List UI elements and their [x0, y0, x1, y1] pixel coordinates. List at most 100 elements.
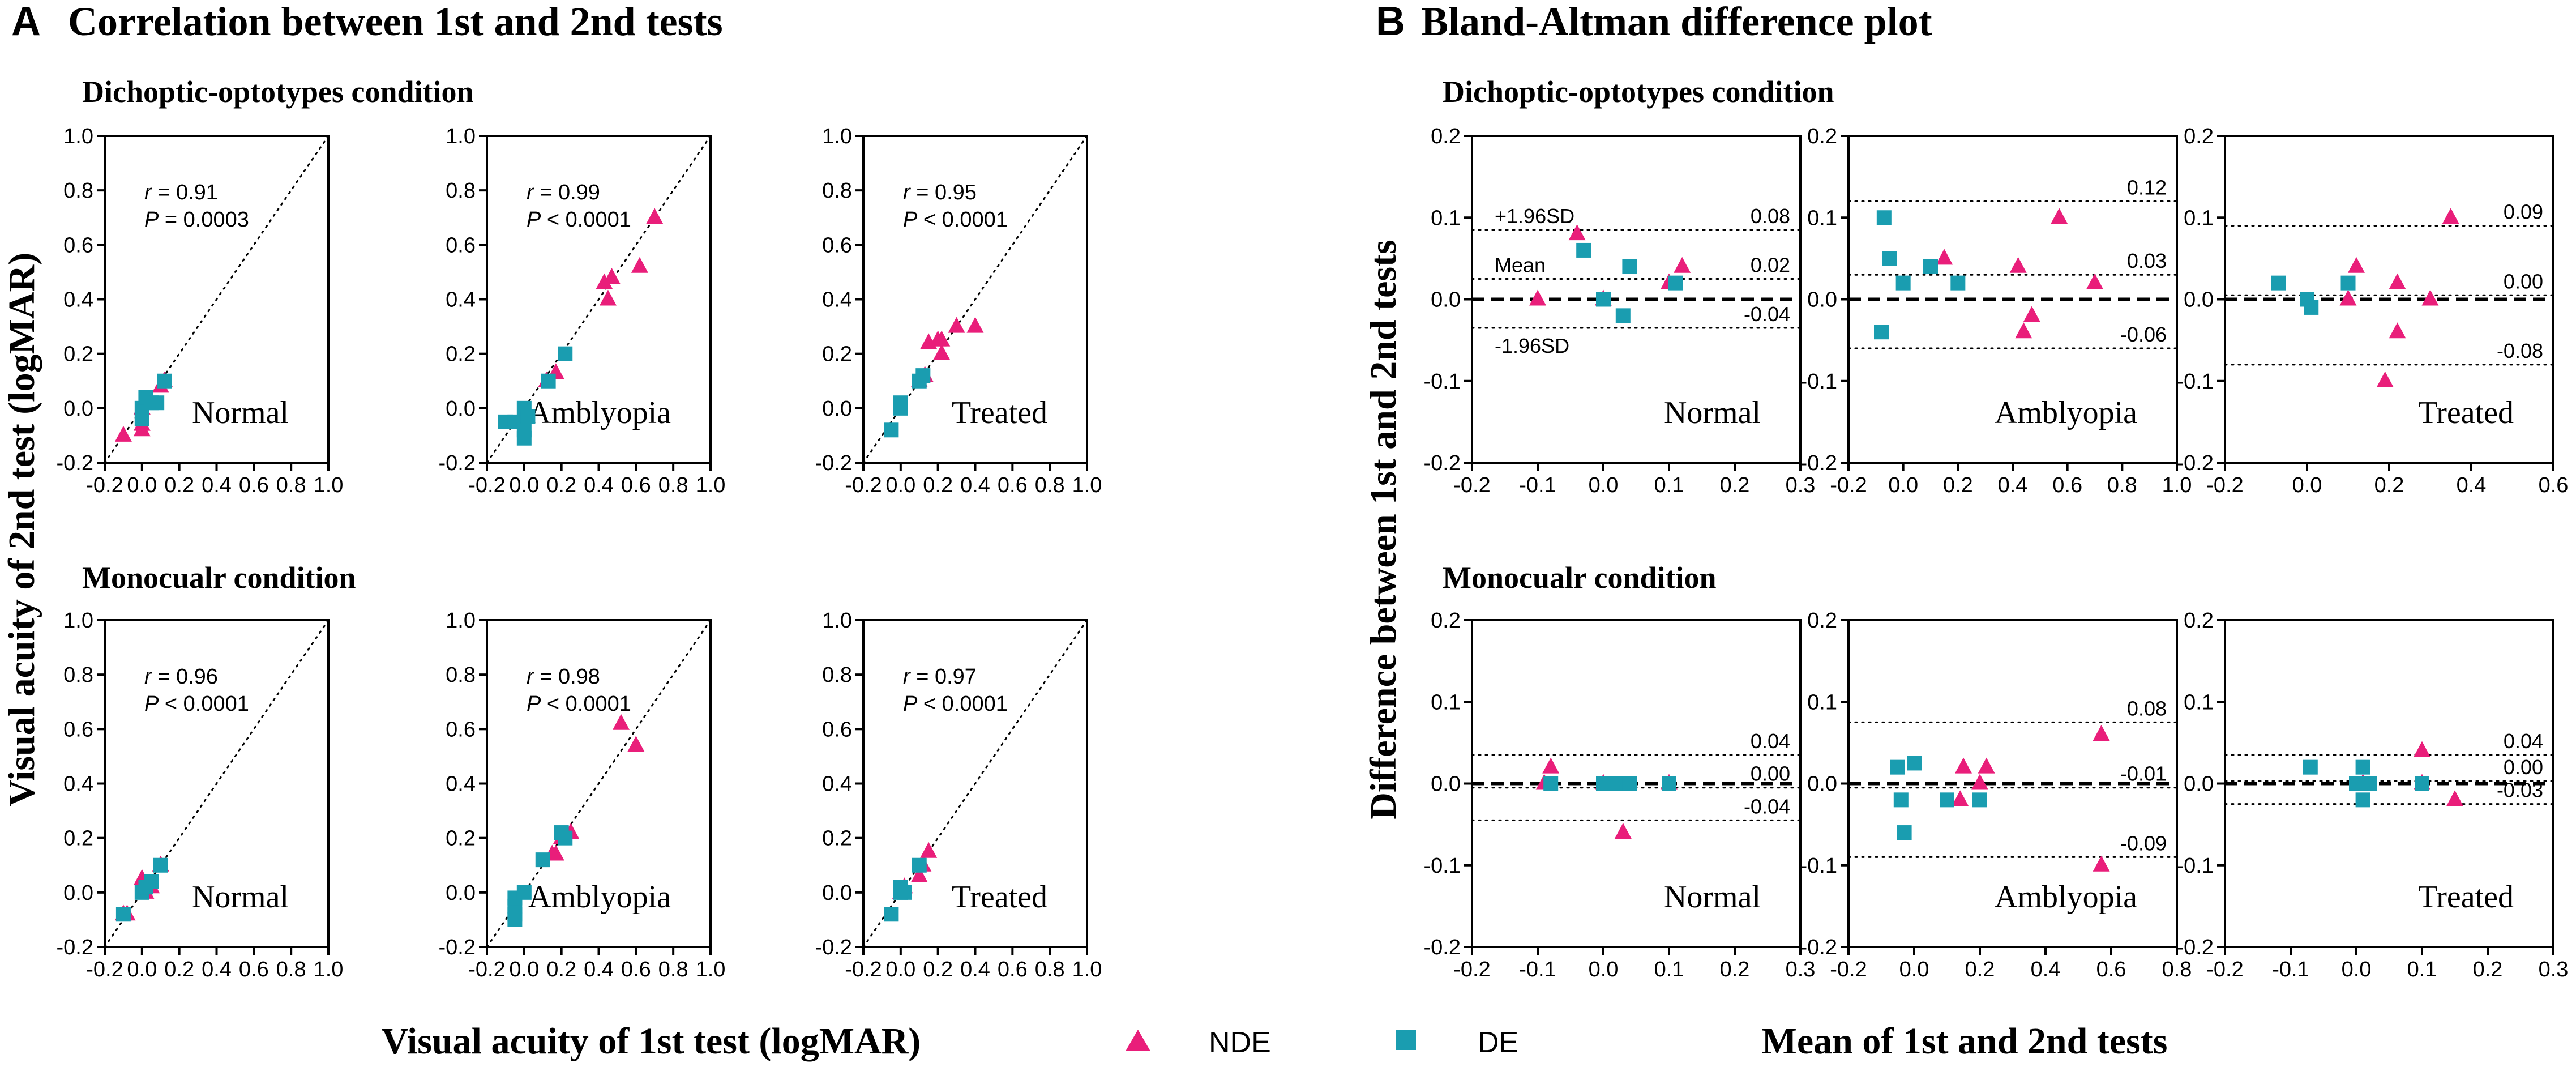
y-tick-label: 0.0 [446, 881, 476, 905]
nde-point [596, 273, 613, 289]
y-tick-label: 0.0 [1807, 288, 1837, 312]
x-tick-label: 0.3 [1786, 958, 1816, 981]
nde-point [2376, 371, 2394, 387]
reference-line-label: 0.08 [2127, 697, 2167, 720]
stat-r: r = 0.99 [527, 181, 600, 204]
y-tick-label: -0.2 [2177, 451, 2214, 475]
x-tick-label: 0.0 [127, 473, 157, 497]
reference-line-label: 0.03 [2127, 249, 2167, 272]
reference-line-label: 0.09 [2504, 200, 2543, 224]
y-tick-label: 0.1 [1807, 690, 1837, 714]
y-tick-label: 0.0 [446, 397, 476, 421]
de-point [558, 346, 573, 361]
y-tick-label: 0.2 [1431, 125, 1461, 148]
group-label: Normal [192, 880, 289, 915]
nde-point [1971, 774, 1988, 790]
x-tick-label: 0.3 [2539, 958, 2569, 981]
y-tick-label: 0.0 [63, 881, 93, 905]
de-point [144, 874, 159, 889]
panel-b-letter: B [1376, 0, 1405, 44]
reference-line-label: 0.02 [1751, 253, 1790, 276]
de-point [1876, 210, 1892, 225]
x-tick-label: 0.0 [2292, 473, 2322, 497]
x-tick-label: 0.8 [1035, 473, 1065, 497]
y-tick-label: 0.6 [63, 718, 93, 741]
nde-point [1674, 257, 1691, 273]
group-label: Normal [1664, 395, 1761, 430]
x-tick-label: 0.6 [239, 473, 269, 497]
nde-point [2389, 322, 2406, 339]
reference-line-side-label: -1.96SD [1495, 334, 1569, 357]
y-tick-label: -0.1 [2177, 370, 2214, 394]
x-tick-label: 1.0 [696, 958, 726, 981]
y-tick-label: 0.8 [446, 663, 476, 687]
stat-r: r = 0.95 [903, 181, 977, 204]
x-tick-label: 1.0 [2162, 473, 2192, 497]
x-tick-label: 0.8 [276, 473, 306, 497]
x-tick-label: 0.8 [2107, 473, 2137, 497]
reference-line-label: 0.12 [2127, 176, 2167, 199]
de-point [1882, 251, 1897, 266]
x-tick-label: 0.1 [1654, 473, 1684, 497]
nde-point [114, 425, 132, 442]
x-tick-label: 0.2 [546, 473, 576, 497]
de-point [2349, 776, 2364, 791]
y-tick-label: 0.4 [446, 288, 476, 312]
x-tick-label: 0.0 [509, 958, 539, 981]
identity-line [104, 135, 330, 464]
de-point [1923, 259, 1938, 274]
de-point [2415, 776, 2429, 791]
subplot-a-bottom-amblyopia: -0.20.00.20.40.60.81.0-0.2 0.0 0.2 0.4 0.6 0.… [439, 609, 726, 981]
legend: NDE DE [1126, 1026, 1518, 1059]
de-point [1890, 759, 1905, 775]
stat-p: P = 0.0003 [144, 208, 249, 232]
reference-line-label: 0.00 [2504, 270, 2543, 293]
de-point [1615, 308, 1631, 323]
y-tick-label: -0.2 [1800, 451, 1837, 475]
x-tick-label: 0.0 [885, 473, 915, 497]
de-point [1668, 275, 1683, 291]
reference-line-label: -0.06 [2120, 323, 2167, 346]
y-tick-label: -0.2 [2177, 936, 2214, 959]
x-tick-label: 0.2 [546, 958, 576, 981]
panel-a-letter: A [11, 0, 41, 44]
identity-line [486, 619, 712, 948]
de-point [1596, 776, 1611, 791]
nde-point [1978, 757, 1995, 774]
x-tick-label: 0.8 [658, 473, 688, 497]
x-tick-label: 0.2 [1720, 958, 1750, 981]
subplots: -0.20.00.20.40.60.81.0-0.2 0.0 0.2 0.4 0.6 0.… [57, 125, 2569, 981]
x-tick-label: 0.4 [960, 958, 990, 981]
de-point [1972, 792, 1987, 808]
y-tick-label: 1.0 [63, 125, 93, 148]
y-tick-label: -0.2 [439, 936, 476, 959]
y-tick-label: 0.6 [822, 718, 852, 741]
y-tick-label: 1.0 [822, 609, 852, 633]
x-tick-label: -0.2 [1830, 958, 1867, 981]
de-point [1895, 275, 1911, 291]
y-tick-label: -0.2 [1800, 936, 1837, 959]
y-tick-label: 0.6 [822, 233, 852, 257]
identity-line [862, 135, 1088, 464]
subplot-b-top-normal: 0.08 +1.96SD 0.02 Mean -0.04 -1.96SD -0.2 -0.1 0… [1424, 125, 1816, 497]
group-label: Amblyopia [528, 880, 671, 915]
x-tick-label: 0.4 [202, 473, 232, 497]
de-point [516, 885, 532, 900]
nde-point [627, 736, 645, 752]
nde-point [2414, 741, 2430, 757]
y-tick-label: 0.8 [63, 663, 93, 687]
identity-line [862, 619, 1088, 948]
stat-r: r = 0.97 [903, 665, 977, 689]
de-point [1596, 292, 1611, 307]
y-tick-label: 0.0 [1807, 772, 1837, 796]
stat-r: r = 0.96 [144, 665, 218, 689]
de-point [1950, 275, 1966, 291]
x-tick-label: 0.6 [2096, 958, 2126, 981]
reference-line-label: -0.04 [1744, 302, 1790, 326]
reference-line-label: -0.09 [2120, 831, 2167, 855]
nde-point [966, 317, 984, 333]
x-tick-label: 0.2 [164, 473, 194, 497]
x-tick-label: 0.0 [1888, 473, 1918, 497]
subplot-a-bottom-normal: -0.20.00.20.40.60.81.0-0.2 0.0 0.2 0.4 0.6 0.… [57, 609, 344, 981]
